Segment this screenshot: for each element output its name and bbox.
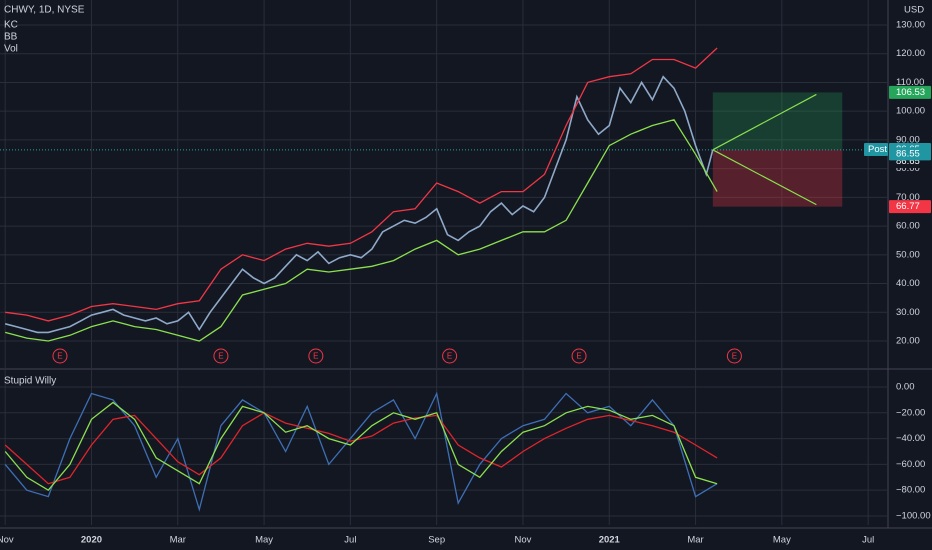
price-badge-label: 86.65 [896,156,920,167]
earnings-label: E [313,352,318,361]
x-tick-label: Sep [428,535,445,546]
y-tick-label: 30.00 [896,307,920,318]
y-tick-label: 50.00 [896,249,920,260]
x-tick-label: Jul [344,535,356,546]
series-line [4,75,714,334]
earnings-marker [571,348,587,364]
y-tick-label: 20.00 [896,336,920,347]
profit-zone [712,92,843,150]
marks [0,47,888,512]
y-tick-label: −100.00 [896,510,931,521]
x-tick-label: Mar [687,535,703,546]
y-tick-label: 70.00 [896,192,920,203]
earnings-marker [726,348,742,364]
currency: USD [904,5,924,16]
loss-zone [712,149,843,207]
price-badge [889,147,931,161]
price-badge [889,85,931,99]
series-line [5,119,718,342]
x-tick-label: 2021 [599,535,621,546]
earnings-label: E [57,352,62,361]
indicator: BB [4,32,18,43]
indicator: KC [4,20,18,31]
y-tick-label: 40.00 [896,278,920,289]
y-tick-label: −20.00 [896,407,925,418]
series-line [5,47,718,322]
x-tick-label: Mar [170,535,186,546]
labels: 20.00 30.00 40.00 50.00 60.00 70.00 80.00 90.00… [0,20,931,546]
earnings-marker [213,348,229,364]
y-tick-label: 120.00 [896,48,925,59]
x-tick-label: May [255,535,273,546]
post-label: Post [868,144,887,155]
earnings-label: E [576,352,581,361]
y-tick-label: 100.00 [896,106,925,117]
x-tick-label: 2020 [81,535,102,546]
stop-arrow [712,149,817,206]
x-tick-label: Nov [0,535,14,546]
y-tick-label: 90.00 [896,134,920,145]
earnings-label: E [732,352,737,361]
x-tick-label: May [773,535,791,546]
earnings-label: E [218,352,223,361]
indicator: Vol [4,44,18,55]
y-tick-label: 60.00 [896,221,920,232]
y-tick-label: 80.00 [896,163,920,174]
y-tick-label: 110.00 [896,77,924,88]
price-badge-label: 106.53 [896,87,925,98]
earnings-label: E [447,352,452,361]
oscillator-title: Stupid Willy [4,376,56,387]
grid [0,0,888,525]
y-tick-label: −60.00 [896,459,925,470]
series-line [4,391,718,512]
x-tick-label: Nov [515,535,532,546]
y-tick-label: −40.00 [896,433,925,444]
y-tick-label: −80.00 [896,485,925,496]
price-badge-label: 86.55 [896,148,920,159]
symbol: CHWY, 1D, NYSE [4,5,85,16]
x-tick-label: Jul [862,535,874,546]
series-line [4,412,718,485]
y-tick-label: 130.00 [896,20,925,31]
series-line [4,401,718,492]
target-arrow [712,93,817,151]
y-tick-label: 0.00 [896,382,915,393]
earnings-marker [52,348,68,364]
post-badge [864,143,888,157]
price-badge-label: 66.77 [896,201,920,212]
price-badge [889,200,931,214]
earnings-marker [442,348,458,364]
earnings-marker [308,348,324,364]
